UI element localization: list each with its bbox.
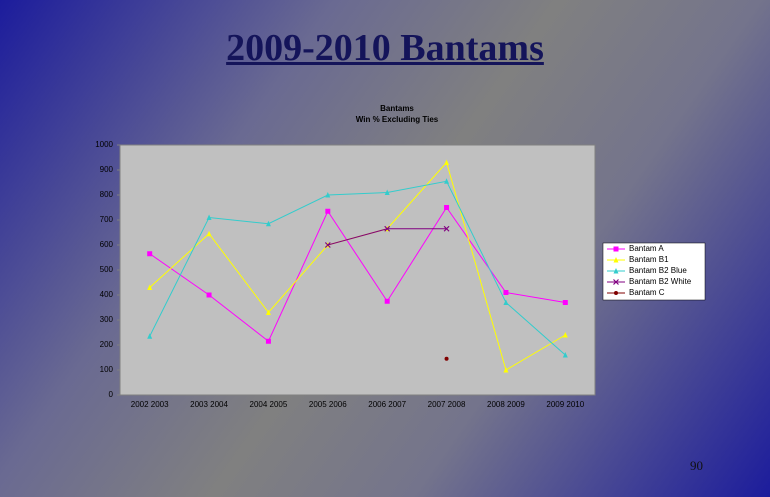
y-tick-label: 300 [100, 315, 114, 324]
data-point [324, 242, 331, 248]
x-tick-label: 2006 2007 [368, 400, 406, 409]
y-tick-label: 500 [100, 265, 114, 274]
y-tick-label: 1000 [95, 140, 113, 149]
data-point [503, 290, 509, 295]
data-point [384, 225, 391, 232]
data-point [503, 367, 509, 373]
y-tick-label: 100 [100, 365, 114, 374]
x-tick-label: 2005 2006 [309, 400, 347, 409]
page-number: 90 [690, 458, 703, 473]
legend-marker [613, 246, 619, 252]
data-point [503, 299, 509, 305]
legend-marker [613, 257, 619, 263]
plot-area [119, 144, 596, 396]
x-tick-label: 2008 2009 [487, 400, 525, 409]
x-tick-label: 2004 2005 [250, 400, 288, 409]
data-point [562, 300, 568, 305]
data-point [147, 284, 153, 290]
y-tick-label: 200 [100, 340, 114, 349]
data-point [206, 230, 212, 237]
data-point [444, 178, 450, 184]
data-point [444, 159, 450, 165]
data-point [444, 205, 450, 210]
data-point [147, 333, 153, 339]
legend-label: Bantam A [629, 244, 664, 253]
legend-marker [613, 268, 619, 274]
legend-label: Bantam B1 [629, 255, 669, 264]
series-line [149, 206, 566, 343]
data-point [325, 192, 331, 198]
data-point [444, 356, 449, 361]
data-point [265, 220, 271, 227]
data-point [265, 309, 271, 315]
legend-marker [613, 279, 619, 285]
legend-label: Bantam B2 White [629, 277, 692, 286]
x-tick-label: 2009 2010 [546, 400, 584, 409]
data-point [206, 214, 212, 220]
y-tick-label: 600 [100, 240, 114, 249]
legend-label: Bantam C [629, 288, 665, 297]
data-point [562, 332, 568, 338]
legend-label: Bantam B2 Blue [629, 266, 687, 275]
chart-subtitle: Win % Excluding Ties [356, 115, 439, 124]
data-point [206, 292, 212, 298]
legend-marker [614, 291, 618, 295]
y-tick-label: 700 [100, 215, 114, 224]
data-point [562, 352, 568, 358]
data-point [384, 298, 390, 304]
data-point [325, 208, 331, 214]
y-tick-label: 400 [100, 290, 114, 299]
data-point [147, 251, 153, 257]
chart-title: Bantams [380, 104, 414, 113]
data-point [443, 225, 450, 232]
x-tick-label: 2002 2003 [131, 400, 169, 409]
data-point [265, 338, 271, 344]
slide-title: 2009-2010 Bantams [226, 27, 544, 69]
x-tick-label: 2003 2004 [190, 400, 228, 409]
y-tick-label: 0 [109, 390, 114, 399]
series-line [149, 180, 566, 356]
y-tick-label: 800 [100, 190, 114, 199]
x-tick-label: 2007 2008 [428, 400, 466, 409]
data-point [384, 189, 390, 195]
y-tick-label: 900 [100, 165, 114, 174]
